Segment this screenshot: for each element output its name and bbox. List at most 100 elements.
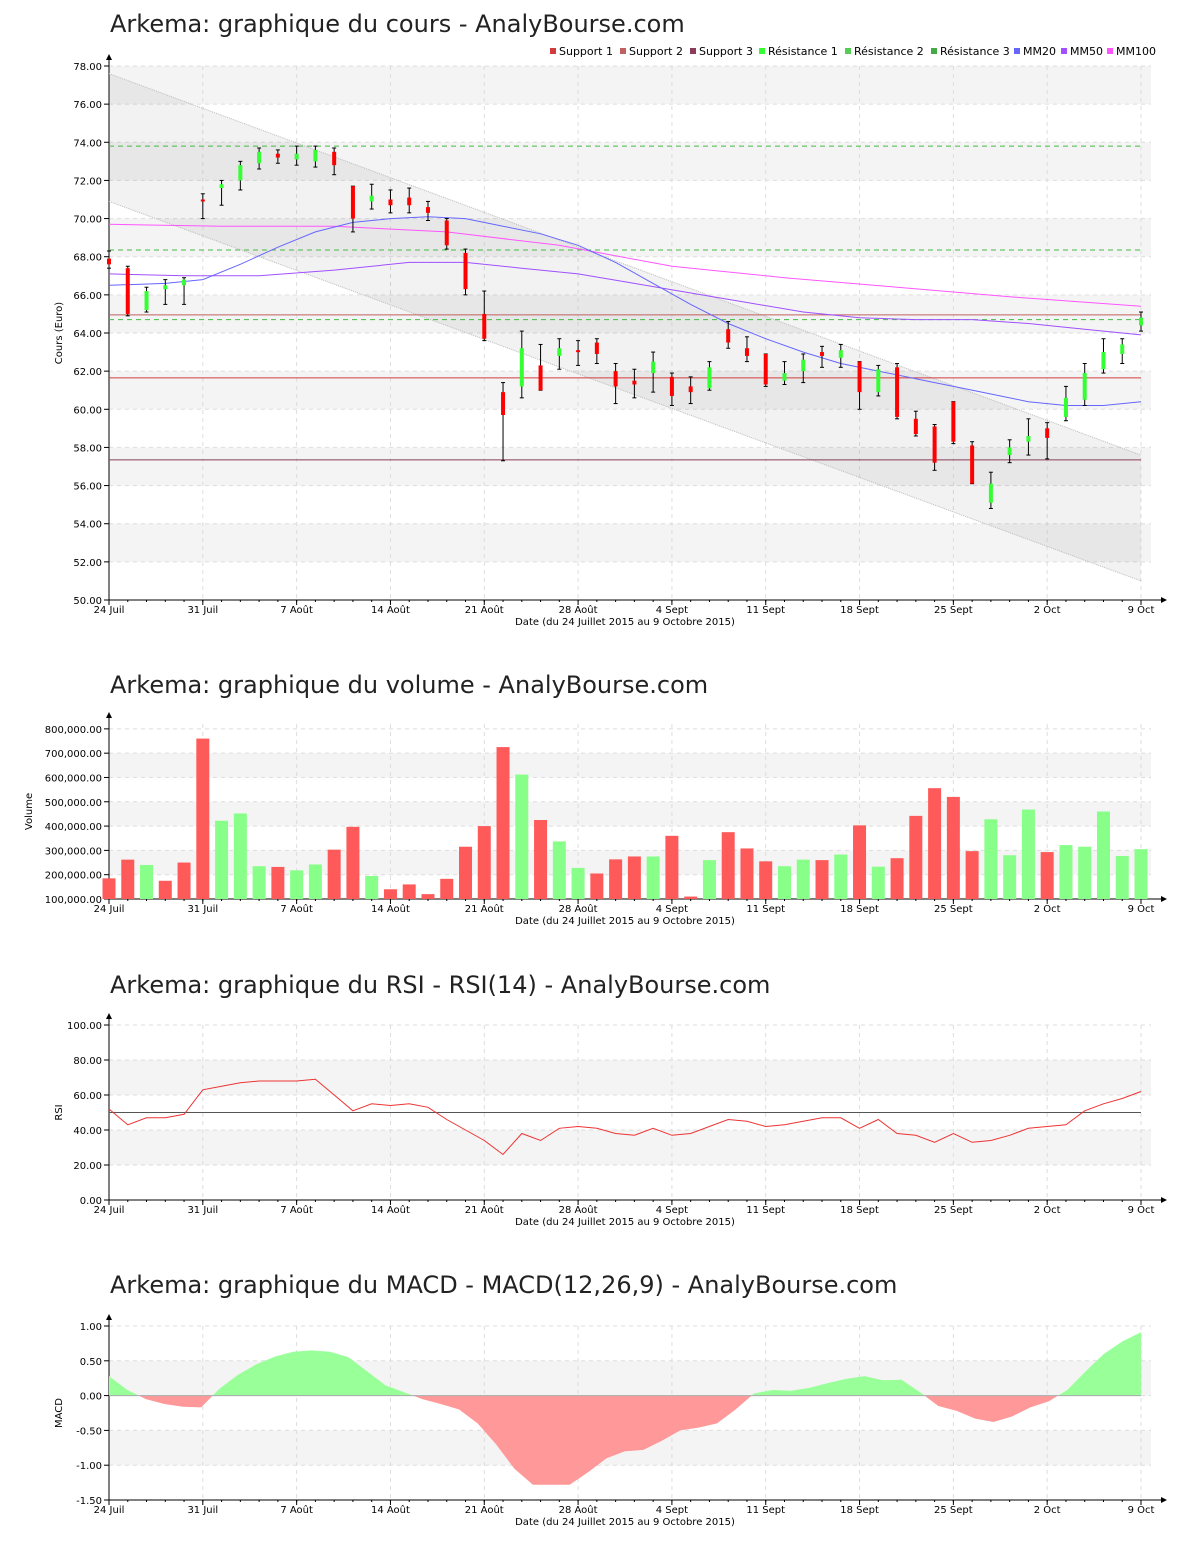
rsi-chart: 0.00 20.00 40.00 60.00 80.00 100.00 24 Juil 31 … xyxy=(54,1013,1167,1228)
price-channel-upper xyxy=(108,73,1142,456)
volume-bar xyxy=(909,815,923,899)
price-candle-body xyxy=(576,350,581,353)
price-candle-body xyxy=(182,279,187,286)
volume-bar xyxy=(271,866,285,899)
volume-bar xyxy=(440,878,454,899)
volume-bar xyxy=(1040,852,1054,899)
price-candle-body xyxy=(726,329,731,343)
volume-x-axis-arrow xyxy=(1161,896,1167,902)
price-candle-body xyxy=(1101,352,1106,370)
rsi-line xyxy=(108,1078,1142,1156)
volume-bar xyxy=(815,860,829,899)
rsi-x-tick-label: 28 Août xyxy=(559,1204,598,1216)
volume-bar xyxy=(233,813,247,899)
price-candle-body xyxy=(388,199,393,206)
macd-y-tick-label: -1.50 xyxy=(76,1496,102,1507)
volume-x-tick-label: 31 Juil xyxy=(187,904,218,915)
price-candle-body xyxy=(257,151,262,164)
price-candle-body xyxy=(294,153,299,160)
volume-bar xyxy=(665,835,679,899)
volume-bar xyxy=(158,880,172,899)
price-x-tick-label: 18 Sept xyxy=(840,605,879,616)
price-candle-body xyxy=(782,373,787,381)
macd-y-tick-label: -0.50 xyxy=(76,1426,102,1437)
macd-area-positive xyxy=(212,1350,414,1396)
price-candle-body xyxy=(125,268,130,314)
volume-bar xyxy=(796,859,810,899)
price-candle-body xyxy=(313,149,318,162)
macd-area-negative xyxy=(924,1395,1059,1422)
rsi-panel: Arkema: graphique du RSI - RSI(14) - Ana… xyxy=(54,971,1167,1228)
price-legend-swatch xyxy=(1061,48,1067,54)
macd-x-tick-label: 2 Oct xyxy=(1034,1505,1061,1516)
volume-bar xyxy=(1021,809,1035,899)
volume-bar xyxy=(1059,845,1073,899)
price-candle-body xyxy=(1120,344,1125,354)
price-candle-body xyxy=(970,445,975,484)
price-legend-label: MM20 xyxy=(1023,45,1056,58)
macd-y-axis-label: MACD xyxy=(54,1398,65,1428)
volume-y-tick-label: 500,000.00 xyxy=(45,798,102,809)
price-candle-body xyxy=(332,151,337,166)
macd-y-axis-arrow xyxy=(106,1314,112,1320)
macd-x-axis-arrow xyxy=(1161,1497,1167,1503)
macd-x-tick-label: 7 Août xyxy=(280,1504,313,1516)
price-x-tick-label: 7 Août xyxy=(280,604,313,616)
rsi-y-tick-label: 60.00 xyxy=(73,1091,102,1102)
rsi-x-axis-label: Date (du 24 Juillet 2015 au 9 Octobre 20… xyxy=(515,1217,735,1228)
rsi-chart-title: Arkema: graphique du RSI - RSI(14) - Ana… xyxy=(110,971,771,999)
price-x-tick-label: 9 Oct xyxy=(1128,605,1155,616)
rsi-y-axis-label: RSI xyxy=(54,1104,65,1120)
price-x-tick-label: 2 Oct xyxy=(1034,605,1061,616)
volume-bar xyxy=(834,854,848,899)
volume-band xyxy=(109,753,1151,778)
price-y-tick-label: 72.00 xyxy=(73,176,102,187)
volume-y-axis-arrow xyxy=(106,712,112,718)
macd-x-tick-label: 9 Oct xyxy=(1128,1505,1155,1516)
volume-bar xyxy=(853,825,867,899)
rsi-x-tick-label: 2 Oct xyxy=(1034,1205,1061,1216)
volume-y-tick-label: 800,000.00 xyxy=(45,725,102,736)
price-candle-body xyxy=(651,361,656,374)
macd-x-tick-label: 11 Sept xyxy=(746,1505,785,1516)
macd-y-tick-label: 0.50 xyxy=(80,1357,102,1368)
volume-x-tick-label: 21 Août xyxy=(465,903,504,915)
price-candle-body xyxy=(951,401,956,442)
price-candle-body xyxy=(707,367,712,389)
macd-y-tick-label: 1.00 xyxy=(80,1322,102,1333)
price-candle-body xyxy=(632,380,637,385)
volume-bar xyxy=(590,873,604,899)
macd-x-axis-label: Date (du 24 Juillet 2015 au 9 Octobre 20… xyxy=(515,1517,735,1528)
volume-bar xyxy=(1115,855,1129,899)
price-x-tick-label: 11 Sept xyxy=(746,605,785,616)
macd-chart-title: Arkema: graphique du MACD - MACD(12,26,9… xyxy=(110,1271,898,1299)
volume-bar xyxy=(777,866,791,899)
rsi-y-tick-label: 40.00 xyxy=(73,1126,102,1137)
rsi-x-tick-label: 4 Sept xyxy=(656,1205,688,1216)
volume-bar xyxy=(646,856,660,899)
volume-y-axis-label: Volume xyxy=(24,793,35,830)
macd-x-tick-label: 24 Juil xyxy=(94,1505,125,1516)
price-y-tick-label: 50.00 xyxy=(73,596,102,607)
macd-area-positive xyxy=(751,1376,925,1396)
price-legend-label: MM100 xyxy=(1116,45,1156,58)
volume-bar xyxy=(496,747,510,899)
price-candle-body xyxy=(163,285,168,290)
price-y-tick-label: 54.00 xyxy=(73,520,102,531)
volume-bar xyxy=(252,866,266,899)
price-band xyxy=(109,66,1151,105)
price-legend-swatch xyxy=(550,48,556,54)
rsi-y-axis-arrow xyxy=(106,1013,112,1019)
price-y-axis-arrow xyxy=(106,54,112,60)
volume-bar xyxy=(984,819,998,899)
volume-bar xyxy=(215,820,229,899)
price-candle-body xyxy=(838,350,843,358)
price-chart-title: Arkema: graphique du cours - AnalyBourse… xyxy=(110,10,685,38)
price-candle-body xyxy=(613,371,618,387)
price-x-axis-label: Date (du 24 Juillet 2015 au 9 Octobre 20… xyxy=(515,617,735,628)
price-y-tick-label: 68.00 xyxy=(73,253,102,264)
volume-x-tick-label: 7 Août xyxy=(280,903,313,915)
volume-x-tick-label: 25 Sept xyxy=(934,904,973,915)
price-legend-label: Support 2 xyxy=(629,45,683,58)
